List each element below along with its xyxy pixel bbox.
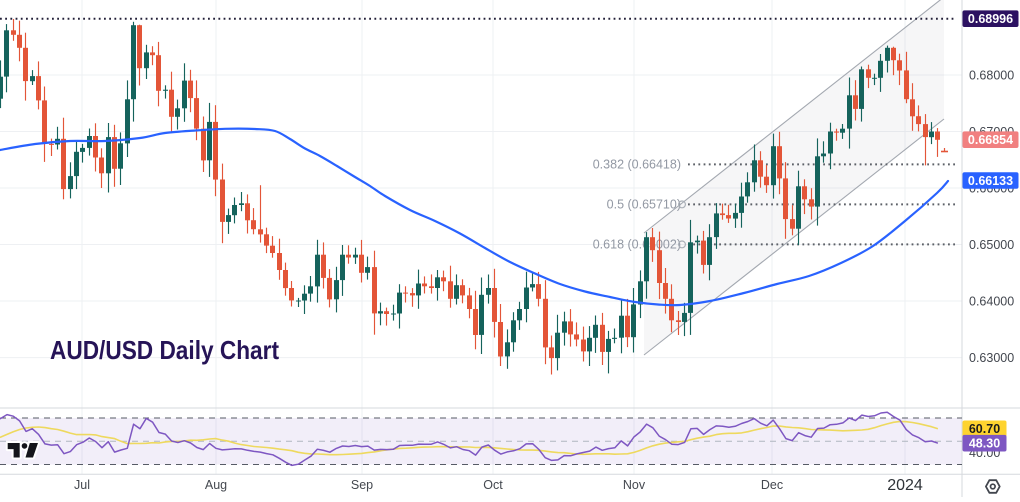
svg-text:0.64000: 0.64000 bbox=[969, 294, 1014, 308]
svg-text:2024: 2024 bbox=[887, 477, 923, 494]
svg-text:60.70: 60.70 bbox=[969, 422, 1000, 436]
svg-text:48.30: 48.30 bbox=[969, 437, 1000, 451]
svg-text:Aug: Aug bbox=[205, 478, 227, 492]
svg-text:Jul: Jul bbox=[74, 478, 90, 492]
svg-text:Sep: Sep bbox=[351, 478, 373, 492]
svg-text:0.66854: 0.66854 bbox=[968, 133, 1013, 147]
svg-text:0.66133: 0.66133 bbox=[968, 174, 1013, 188]
svg-text:Nov: Nov bbox=[623, 478, 646, 492]
svg-text:0.63000: 0.63000 bbox=[969, 351, 1014, 365]
svg-text:0.68996: 0.68996 bbox=[968, 12, 1013, 26]
svg-text:0.5 (0.65710): 0.5 (0.65710) bbox=[607, 198, 681, 212]
svg-text:AUD/USD Daily Chart: AUD/USD Daily Chart bbox=[50, 335, 279, 365]
svg-text:0.382 (0.66418): 0.382 (0.66418) bbox=[593, 158, 681, 172]
svg-text:0.65000: 0.65000 bbox=[969, 238, 1014, 252]
svg-text:Oct: Oct bbox=[483, 478, 503, 492]
svg-text:0.618 (0.65002): 0.618 (0.65002) bbox=[593, 238, 681, 252]
svg-text:Dec: Dec bbox=[761, 478, 783, 492]
svg-text:0.68000: 0.68000 bbox=[969, 68, 1014, 82]
